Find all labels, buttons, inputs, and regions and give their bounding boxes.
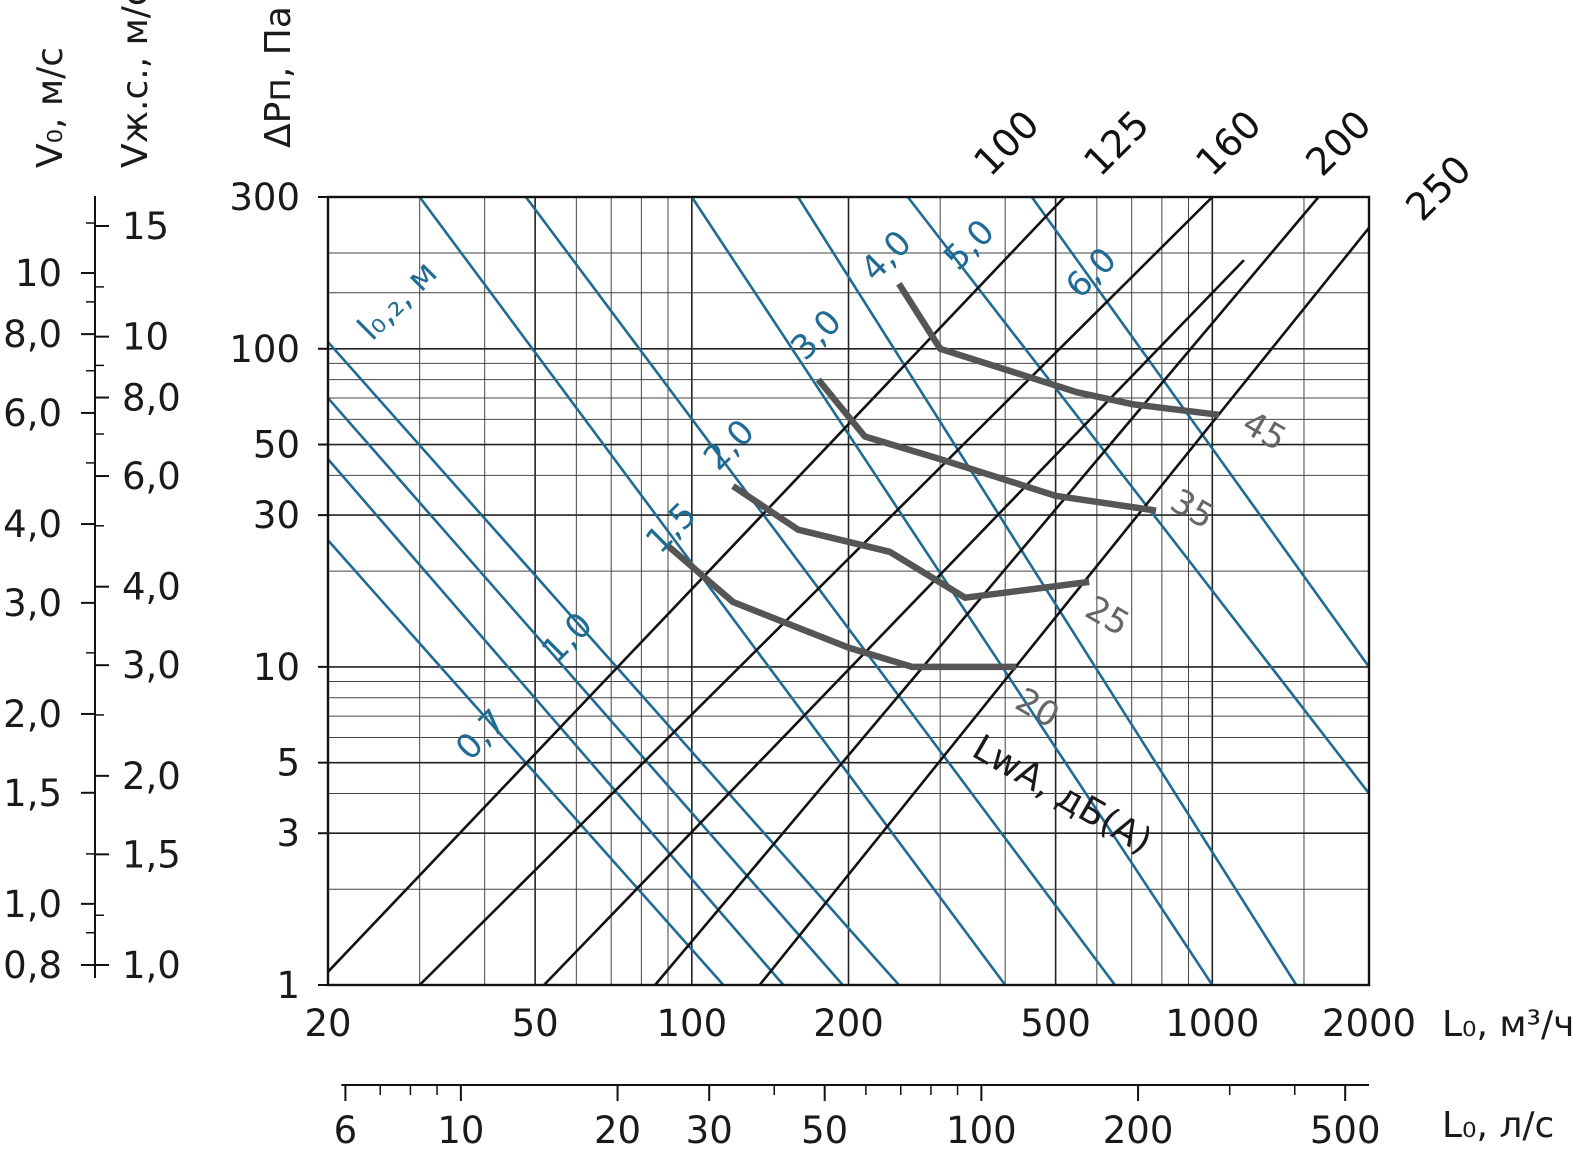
throw-distance-label: 2,0 (696, 412, 763, 479)
vjs-tick-label: 15 (122, 205, 169, 248)
x-tick-label: 1000 (1165, 1002, 1259, 1045)
throw-axis-title: l₀,₂, м (350, 253, 445, 348)
throw-distance-label: 6,0 (1058, 240, 1125, 307)
diameter-line (543, 259, 1245, 986)
vjs-tick-label: 1,0 (122, 944, 181, 987)
diameter-line (758, 227, 1371, 986)
y-tick-label: 50 (253, 424, 300, 467)
diameter-label: 160 (1187, 102, 1269, 184)
diameter-label: 125 (1075, 102, 1157, 184)
throw-distance-line (906, 196, 1371, 795)
throw-distance-lines (327, 196, 1371, 986)
vjs-tick-label: 3,0 (122, 644, 181, 687)
secondary-axis-tick-label: 30 (686, 1109, 733, 1152)
v0-tick-label: 1,5 (3, 772, 62, 815)
diameter-label: 250 (1397, 147, 1479, 229)
vjs-tick-label: 2,0 (122, 755, 181, 798)
velocity-axes: 10 8,0 6,0 4,0 3,0 2,0 1,5 1,0 0,8 15 10 8,0 6,0 4,0 3… (3, 0, 181, 987)
v0-tick-label: 0,8 (3, 944, 62, 987)
y-tick-label: 1 (276, 964, 300, 1007)
throw-distance-line (327, 341, 900, 986)
throw-distance-line (1030, 196, 1371, 668)
noise-level-curves (665, 282, 1220, 671)
throw-distance-label: 5,0 (936, 212, 1003, 279)
v0-tick-label: 2,0 (3, 693, 62, 736)
y-axis-title: ΔPп, Па (258, 6, 299, 148)
x-tick-label: 100 (657, 1002, 728, 1045)
secondary-axis-tick-label: 50 (801, 1109, 848, 1152)
y-tick-label: 100 (229, 328, 300, 371)
noise-level-label: 45 (1236, 403, 1293, 459)
v0-tick-label: 6,0 (3, 392, 62, 435)
x-tick-label: 200 (813, 1002, 884, 1045)
x-tick-label: 500 (1020, 1002, 1091, 1045)
noise-level-curve (896, 282, 1220, 419)
y-tick-label: 30 (253, 494, 300, 537)
throw-distance-line (327, 397, 844, 986)
diameter-line (418, 196, 1214, 986)
v0-tick-label: 1,0 (3, 883, 62, 926)
diameter-label: 200 (1297, 102, 1379, 184)
v0-axis-title: V₀, м/с (30, 47, 71, 168)
vjs-tick-label: 4,0 (122, 566, 181, 609)
throw-distance-label: 1,0 (534, 605, 601, 672)
x-tick-label: 2000 (1322, 1002, 1416, 1045)
secondary-x-axis: 6 10 20 30 50 100 200 500 L₀, л/с (334, 1084, 1554, 1152)
secondary-axis-tick-label: 6 (334, 1109, 358, 1152)
y-tick-label: 3 (276, 812, 300, 855)
x-axis: 20 50 100 200 500 1000 2000 L₀, м³/ч (304, 1002, 1574, 1045)
diameter-line (654, 196, 1320, 986)
secondary-axis-tick-label: 200 (1103, 1109, 1174, 1152)
vjs-tick-label: 1,5 (122, 833, 181, 876)
x-axis-title: L₀, м³/ч (1442, 1004, 1574, 1045)
noise-level-curve (665, 543, 1017, 671)
throw-distance-label: 4,0 (853, 223, 920, 290)
throw-distance-line (524, 196, 1116, 986)
secondary-axis-tick-label: 10 (437, 1109, 484, 1152)
throw-distance-line (418, 196, 1007, 986)
secondary-axis-tick-label: 500 (1310, 1109, 1381, 1152)
v0-tick-label: 4,0 (3, 503, 62, 546)
v0-tick-label: 10 (15, 252, 62, 295)
vjs-tick-label: 8,0 (122, 377, 181, 420)
diameter-line (327, 196, 1066, 973)
y-tick-label: 300 (229, 176, 300, 219)
noise-axis-title: LwA, дБ(А) (966, 727, 1159, 862)
diameter-label: 100 (965, 102, 1047, 184)
throw-distance-label: 3,0 (783, 302, 850, 369)
x-tick-label: 50 (512, 1002, 559, 1045)
throw-distance-label: 0,7 (448, 702, 515, 769)
v0-tick-label: 8,0 (3, 313, 62, 356)
vjs-tick-label: 10 (122, 316, 169, 359)
secondary-axis-tick-label: 20 (594, 1109, 641, 1152)
vjs-tick-label: 6,0 (122, 455, 181, 498)
y-tick-label: 5 (276, 742, 300, 785)
y-tick-label: 10 (253, 646, 300, 689)
throw-distance-line (796, 196, 1298, 986)
secondary-axis-tick-label: 100 (946, 1109, 1017, 1152)
noise-level-curve (731, 483, 1090, 601)
x-tick-label: 20 (304, 1002, 351, 1045)
y-axis: 300 100 50 30 10 5 3 1 ΔPп, Па (229, 6, 328, 1007)
vjs-axis-title: Vж.с., м/с (115, 0, 156, 168)
secondary-axis-title: L₀, л/с (1442, 1105, 1554, 1146)
v0-tick-label: 3,0 (3, 582, 62, 625)
noise-level-label: 25 (1079, 588, 1136, 644)
noise-level-curve (815, 377, 1157, 514)
duct-diameter-lines (327, 196, 1371, 986)
throw-distance-line (327, 458, 785, 986)
plot-frame (326, 195, 1371, 987)
